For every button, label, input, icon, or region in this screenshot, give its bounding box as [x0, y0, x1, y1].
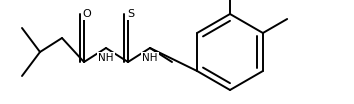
Text: NH: NH: [98, 53, 114, 63]
Text: NH: NH: [142, 53, 158, 63]
Text: O: O: [82, 9, 91, 19]
Text: S: S: [127, 9, 135, 19]
